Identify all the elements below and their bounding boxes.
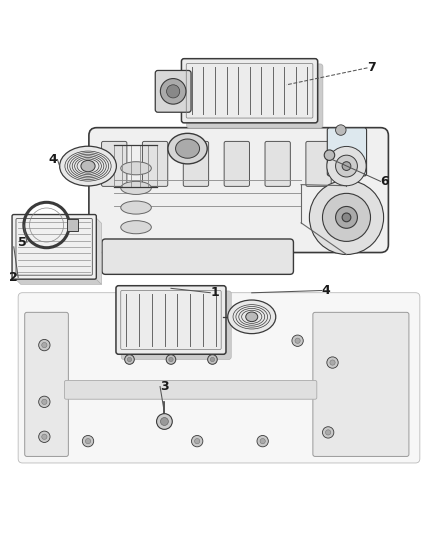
Ellipse shape <box>60 146 117 186</box>
FancyBboxPatch shape <box>183 141 208 187</box>
FancyBboxPatch shape <box>12 215 96 279</box>
Polygon shape <box>14 277 102 285</box>
Circle shape <box>336 206 357 228</box>
Polygon shape <box>95 216 102 285</box>
Text: 1: 1 <box>210 286 219 299</box>
Ellipse shape <box>121 201 151 214</box>
Ellipse shape <box>176 139 200 158</box>
Circle shape <box>295 338 300 343</box>
Circle shape <box>191 435 203 447</box>
Circle shape <box>324 150 335 160</box>
Text: 2: 2 <box>9 271 18 284</box>
Ellipse shape <box>121 221 151 234</box>
Circle shape <box>166 85 180 98</box>
Text: 4: 4 <box>49 153 57 166</box>
Circle shape <box>39 340 50 351</box>
FancyBboxPatch shape <box>313 312 409 456</box>
Circle shape <box>160 417 168 425</box>
FancyBboxPatch shape <box>155 70 191 112</box>
Text: 5: 5 <box>18 236 27 249</box>
FancyBboxPatch shape <box>64 381 317 399</box>
FancyBboxPatch shape <box>18 293 420 463</box>
Ellipse shape <box>121 161 151 175</box>
FancyBboxPatch shape <box>142 141 168 187</box>
Circle shape <box>42 434 47 439</box>
FancyBboxPatch shape <box>89 128 389 253</box>
Circle shape <box>208 354 217 364</box>
FancyBboxPatch shape <box>121 291 231 359</box>
Circle shape <box>342 213 351 222</box>
Circle shape <box>260 439 265 444</box>
Circle shape <box>322 427 334 438</box>
Text: 6: 6 <box>381 175 389 188</box>
FancyBboxPatch shape <box>187 64 323 128</box>
Circle shape <box>327 357 338 368</box>
FancyBboxPatch shape <box>116 286 226 354</box>
Circle shape <box>125 354 134 364</box>
Ellipse shape <box>121 181 151 195</box>
Circle shape <box>42 343 47 348</box>
Circle shape <box>169 357 173 362</box>
Circle shape <box>292 335 303 346</box>
Circle shape <box>330 360 335 365</box>
Circle shape <box>327 147 366 185</box>
Circle shape <box>127 357 132 362</box>
Circle shape <box>342 161 351 171</box>
Circle shape <box>156 414 172 430</box>
Circle shape <box>210 357 215 362</box>
Circle shape <box>194 439 200 444</box>
Text: 7: 7 <box>367 61 376 74</box>
Circle shape <box>82 435 94 447</box>
Circle shape <box>39 396 50 408</box>
Ellipse shape <box>168 133 207 164</box>
FancyBboxPatch shape <box>224 141 250 187</box>
Circle shape <box>160 78 186 104</box>
Circle shape <box>322 193 371 241</box>
Circle shape <box>257 435 268 447</box>
FancyBboxPatch shape <box>181 59 318 123</box>
Circle shape <box>39 431 50 442</box>
FancyBboxPatch shape <box>327 128 367 176</box>
Ellipse shape <box>246 312 258 321</box>
FancyBboxPatch shape <box>25 312 68 456</box>
Text: 3: 3 <box>160 380 169 393</box>
Circle shape <box>336 155 357 177</box>
Circle shape <box>309 180 384 254</box>
FancyBboxPatch shape <box>67 220 78 231</box>
Circle shape <box>336 125 346 135</box>
Ellipse shape <box>228 300 276 334</box>
Circle shape <box>42 399 47 405</box>
Ellipse shape <box>81 160 95 172</box>
FancyBboxPatch shape <box>102 239 293 274</box>
FancyBboxPatch shape <box>265 141 290 187</box>
Text: 4: 4 <box>321 284 330 297</box>
Circle shape <box>325 430 331 435</box>
Circle shape <box>85 439 91 444</box>
FancyBboxPatch shape <box>102 141 127 187</box>
Circle shape <box>166 354 176 364</box>
FancyBboxPatch shape <box>306 141 331 187</box>
